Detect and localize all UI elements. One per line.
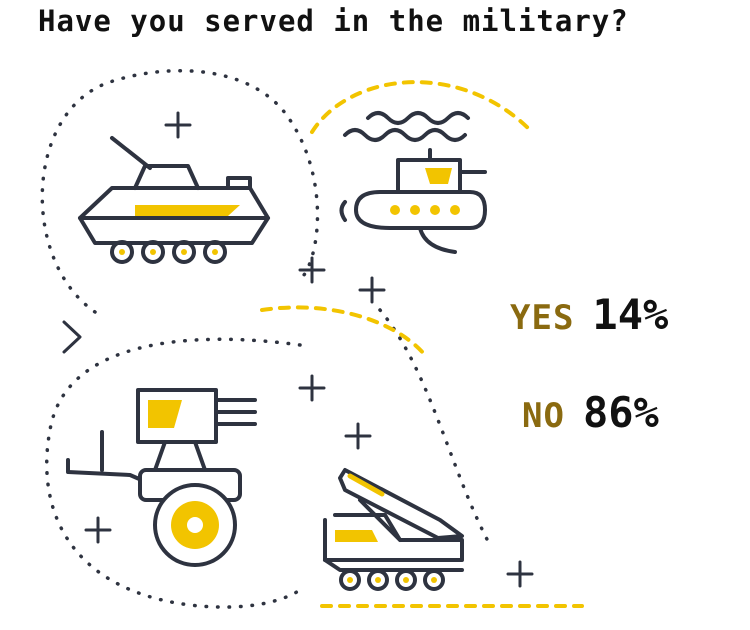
result-yes-label: YES <box>510 298 575 338</box>
result-yes-value: 14% <box>592 290 669 339</box>
result-yes: YES 14% <box>510 290 730 339</box>
result-no-label: NO <box>522 396 565 436</box>
plus-icons <box>84 111 534 588</box>
missile-launcher-icon <box>323 468 464 591</box>
submarine-icon <box>339 111 487 254</box>
result-no-value: 86% <box>582 388 659 437</box>
result-no: NO 86% <box>510 388 730 437</box>
cannon-cart-icon <box>66 388 257 567</box>
armored-vehicle-icon <box>78 136 270 264</box>
chevron-right-icon <box>62 320 82 354</box>
survey-question: Have you served in the military? <box>38 4 629 38</box>
dotted-loop-bottom <box>45 337 302 609</box>
dotted-curve-right <box>378 308 492 547</box>
yellow-arc-mid <box>260 305 427 357</box>
yellow-arc-top <box>310 80 532 134</box>
